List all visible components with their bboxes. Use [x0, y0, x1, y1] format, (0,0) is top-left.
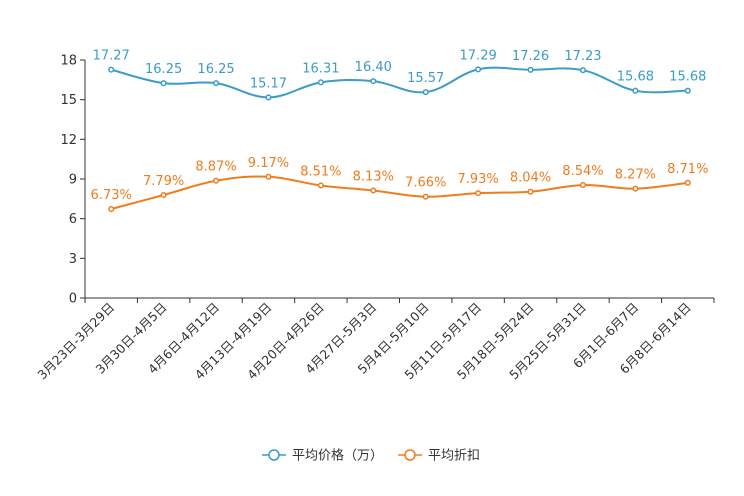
- data-point[interactable]: [317, 182, 324, 189]
- data-point[interactable]: [317, 79, 324, 86]
- legend-item-1[interactable]: 平均价格（万）: [262, 448, 383, 464]
- data-label: 16.40: [355, 60, 392, 75]
- data-point[interactable]: [475, 66, 482, 73]
- data-point[interactable]: [265, 173, 272, 180]
- y-tick-label: 18: [60, 54, 77, 69]
- series-line: [110, 175, 688, 210]
- data-label: 8.04%: [510, 171, 551, 186]
- legend[interactable]: 平均价格（万） 平均折扣: [262, 448, 480, 464]
- data-label: 17.26: [512, 49, 549, 64]
- data-point[interactable]: [684, 179, 691, 186]
- data-label: 17.23: [564, 49, 601, 64]
- x-axis: 3月23日-3月29日3月30日-4月5日4月6日-4月12日4月13日-4月1…: [34, 297, 715, 382]
- series-line: [110, 66, 688, 99]
- data-label: 8.54%: [562, 164, 603, 179]
- data-label: 15.17: [250, 76, 287, 91]
- y-tick-label: 12: [60, 133, 77, 148]
- y-tick-label: 0: [69, 292, 77, 307]
- data-point[interactable]: [370, 187, 377, 194]
- data-label: 15.68: [669, 70, 706, 85]
- data-label: 7.93%: [457, 172, 498, 187]
- data-point[interactable]: [265, 94, 272, 101]
- data-point[interactable]: [579, 182, 587, 189]
- data-point[interactable]: [160, 80, 167, 87]
- data-label: 8.13%: [353, 170, 394, 185]
- data-label: 16.25: [197, 62, 234, 77]
- data-label: 16.31: [302, 61, 339, 76]
- y-tick-label: 6: [69, 212, 77, 227]
- data-label: 17.29: [460, 48, 497, 63]
- y-tick-label: 3: [69, 252, 77, 267]
- data-label: 15.68: [617, 70, 654, 85]
- data-point[interactable]: [160, 191, 167, 199]
- data-point[interactable]: [527, 66, 534, 73]
- data-label: 7.79%: [143, 174, 184, 189]
- legend-label: 平均折扣: [428, 449, 480, 464]
- y-tick-label: 9: [69, 173, 77, 188]
- data-point[interactable]: [632, 185, 639, 192]
- data-label: 8.71%: [667, 162, 708, 177]
- data-point[interactable]: [212, 80, 220, 87]
- series-layer: 17.27 16.25 16.25 15.17 16.31 16.40 15.57 17.29…: [91, 48, 708, 213]
- data-point[interactable]: [422, 193, 429, 200]
- data-point[interactable]: [579, 67, 587, 74]
- data-label: 7.66%: [405, 176, 446, 191]
- legend-marker: [268, 449, 280, 461]
- data-point[interactable]: [212, 177, 220, 184]
- data-point[interactable]: [632, 87, 639, 94]
- data-label: 16.25: [145, 62, 182, 77]
- data-label: 8.87%: [195, 160, 236, 175]
- data-point[interactable]: [475, 190, 482, 197]
- legend-label: 平均价格（万）: [292, 448, 383, 464]
- data-label: 9.17%: [248, 156, 289, 171]
- y-axis: 0 3 6 9 12 15 18: [60, 54, 86, 307]
- data-label: 8.51%: [300, 164, 341, 179]
- data-point[interactable]: [370, 78, 377, 85]
- data-point[interactable]: [108, 205, 115, 213]
- y-tick-label: 15: [60, 93, 77, 108]
- data-point[interactable]: [527, 188, 534, 195]
- data-label: 6.73%: [91, 188, 132, 203]
- data-label: 15.57: [407, 71, 444, 86]
- data-point[interactable]: [108, 66, 115, 73]
- series-2: 6.73% 7.79% 8.87% 9.17% 8.51% 8.13% 7.66% 7.93%…: [91, 156, 708, 213]
- data-point[interactable]: [684, 87, 691, 94]
- legend-marker: [404, 449, 416, 461]
- data-label: 8.27%: [615, 168, 656, 183]
- series-1: 17.27 16.25 16.25 15.17 16.31 16.40 15.57 17.29…: [93, 48, 706, 101]
- data-point[interactable]: [422, 89, 429, 96]
- legend-item-2[interactable]: 平均折扣: [398, 449, 480, 464]
- data-label: 17.27: [93, 49, 130, 64]
